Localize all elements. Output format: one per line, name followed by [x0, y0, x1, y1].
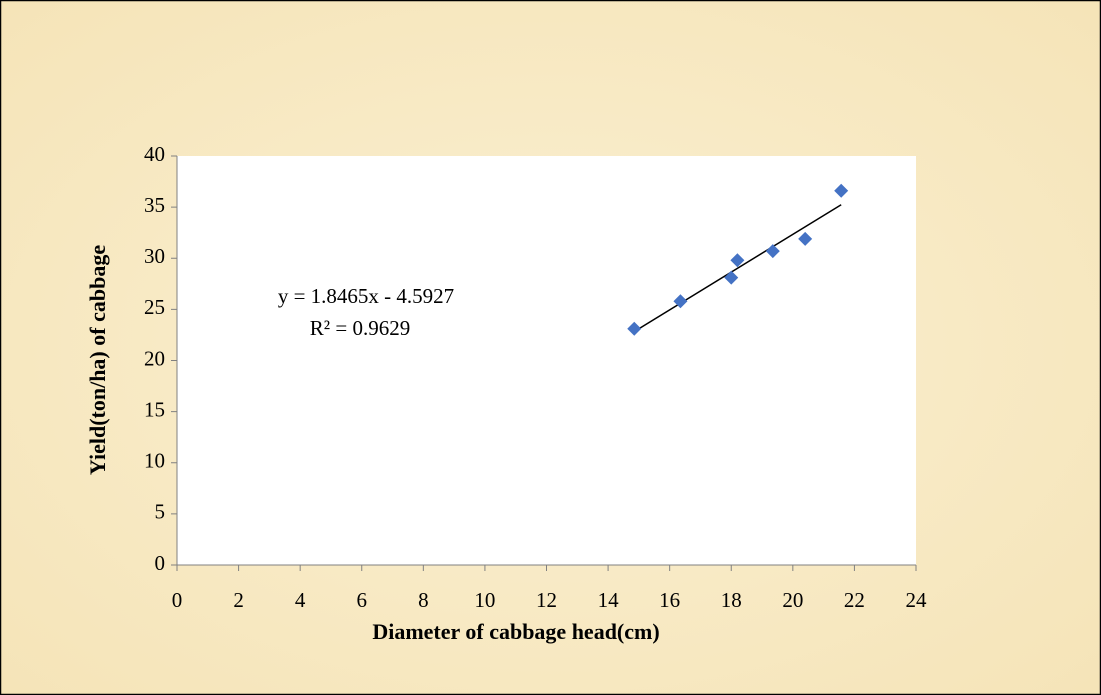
- x-tick-label: 24: [906, 588, 928, 612]
- x-tick-label: 6: [357, 588, 368, 612]
- x-tick-label: 20: [782, 588, 803, 612]
- x-tick-label: 8: [418, 588, 429, 612]
- y-tick-label: 10: [144, 449, 165, 473]
- point: [673, 294, 688, 309]
- x-tick-label: 4: [295, 588, 306, 612]
- y-tick-label: 25: [144, 295, 165, 319]
- y-tick-label: 0: [155, 551, 166, 575]
- point: [798, 231, 813, 246]
- r-squared: R² = 0.9629: [310, 316, 410, 340]
- point: [730, 253, 745, 268]
- x-tick-label: 22: [844, 588, 865, 612]
- x-tick-label: 10: [474, 588, 495, 612]
- x-tick-label: 0: [172, 588, 183, 612]
- x-tick-label: 2: [233, 588, 244, 612]
- x-tick-label: 12: [536, 588, 557, 612]
- y-axis-title: Yield(ton/ha) of cabbage: [85, 245, 110, 475]
- equation: y = 1.8465x - 4.5927: [278, 284, 454, 308]
- plot-area: [177, 156, 916, 565]
- y-tick-label: 5: [155, 500, 166, 524]
- x-tick-label: 16: [659, 588, 680, 612]
- point: [724, 270, 739, 285]
- point: [627, 321, 642, 336]
- x-axis-title: Diameter of cabbage head(cm): [372, 619, 659, 644]
- x-tick-label: 14: [598, 588, 620, 612]
- y-tick-label: 15: [144, 397, 165, 421]
- y-tick-label: 30: [144, 244, 165, 268]
- point: [765, 244, 780, 259]
- x-tick-label: 18: [721, 588, 742, 612]
- y-tick-label: 35: [144, 193, 165, 217]
- y-tick-label: 40: [144, 142, 165, 166]
- y-tick-label: 20: [144, 346, 165, 370]
- point: [834, 183, 849, 198]
- trendline: [633, 204, 842, 333]
